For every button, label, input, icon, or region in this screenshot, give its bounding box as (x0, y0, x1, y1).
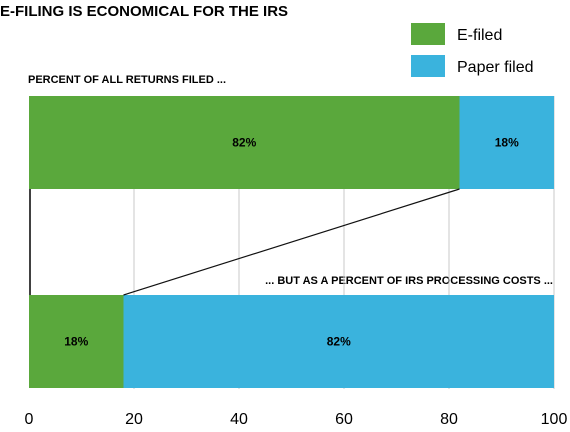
group-label-returns-filed: PERCENT OF ALL RETURNS FILED ... (28, 74, 226, 86)
legend-label-e-filed: E-filed (457, 27, 502, 44)
data-label-g2-s1: 18% (64, 335, 88, 349)
bar-g2-e-filed (29, 295, 124, 388)
connector-lines (29, 188, 460, 296)
chart-title: E-FILING IS ECONOMICAL FOR THE IRS (0, 3, 288, 20)
x-tick-label-40: 40 (230, 411, 248, 428)
data-label-g1-s2: 18% (495, 136, 519, 150)
x-tick-label-0: 0 (25, 411, 34, 428)
x-tick-label-100: 100 (541, 411, 568, 428)
x-tick-label-80: 80 (440, 411, 458, 428)
bar-g1-paper-filed (459, 96, 554, 189)
group-label-processing-costs: ... BUT AS A PERCENT OF IRS PROCESSING C… (265, 275, 553, 287)
bar-labels: 82% 18% 18% 82% (64, 136, 519, 349)
data-label-g1-s1: 82% (232, 136, 256, 150)
legend: E-filed Paper filed (411, 23, 534, 77)
connector-efiled-split (123, 188, 460, 296)
bars (29, 96, 554, 388)
legend-label-paper-filed: Paper filed (457, 59, 534, 76)
bar-g2-paper-filed (123, 295, 554, 388)
bar-g1-e-filed (29, 96, 460, 189)
legend-swatch-e-filed (411, 23, 445, 45)
data-label-g2-s2: 82% (327, 335, 351, 349)
x-tick-label-60: 60 (335, 411, 353, 428)
x-axis: 0 20 40 60 80 100 (25, 411, 568, 428)
legend-swatch-paper-filed (411, 55, 445, 77)
x-tick-label-20: 20 (125, 411, 143, 428)
